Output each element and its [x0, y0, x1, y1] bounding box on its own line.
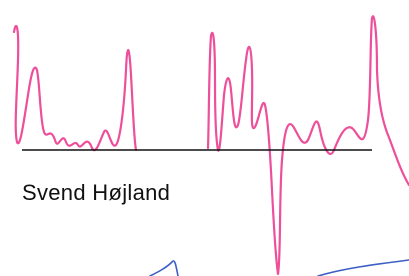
second-signature-stroke	[318, 260, 409, 276]
signature-block: Svend Højland	[0, 0, 409, 276]
second-signature-stroke	[150, 261, 178, 276]
signatory-name: Svend Højland	[22, 180, 170, 206]
signature-stroke	[208, 16, 409, 274]
signature-stroke	[14, 26, 136, 150]
signature-drawing	[0, 0, 409, 276]
